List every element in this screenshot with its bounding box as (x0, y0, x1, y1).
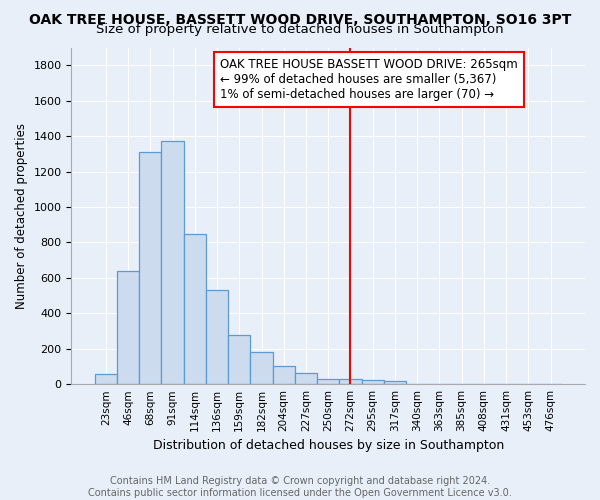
Bar (117, 271, 139, 384)
Bar (317, 379, 340, 384)
Bar (161, 142, 184, 384)
Bar (184, 234, 206, 384)
X-axis label: Distribution of detached houses by size in Southampton: Distribution of detached houses by size … (152, 440, 504, 452)
Bar (250, 352, 272, 384)
Bar (228, 336, 250, 384)
Bar (206, 290, 228, 384)
Bar (295, 372, 317, 384)
Bar (340, 379, 362, 384)
Text: OAK TREE HOUSE BASSETT WOOD DRIVE: 265sqm
← 99% of detached houses are smaller (: OAK TREE HOUSE BASSETT WOOD DRIVE: 265sq… (220, 58, 518, 100)
Y-axis label: Number of detached properties: Number of detached properties (15, 123, 28, 309)
Bar (95, 374, 117, 384)
Bar (272, 366, 295, 384)
Text: OAK TREE HOUSE, BASSETT WOOD DRIVE, SOUTHAMPTON, SO16 3PT: OAK TREE HOUSE, BASSETT WOOD DRIVE, SOUT… (29, 12, 571, 26)
Bar (362, 380, 384, 384)
Bar (139, 152, 161, 384)
Text: Size of property relative to detached houses in Southampton: Size of property relative to detached ho… (96, 22, 504, 36)
Text: Contains HM Land Registry data © Crown copyright and database right 2024.
Contai: Contains HM Land Registry data © Crown c… (88, 476, 512, 498)
Bar (384, 380, 406, 384)
